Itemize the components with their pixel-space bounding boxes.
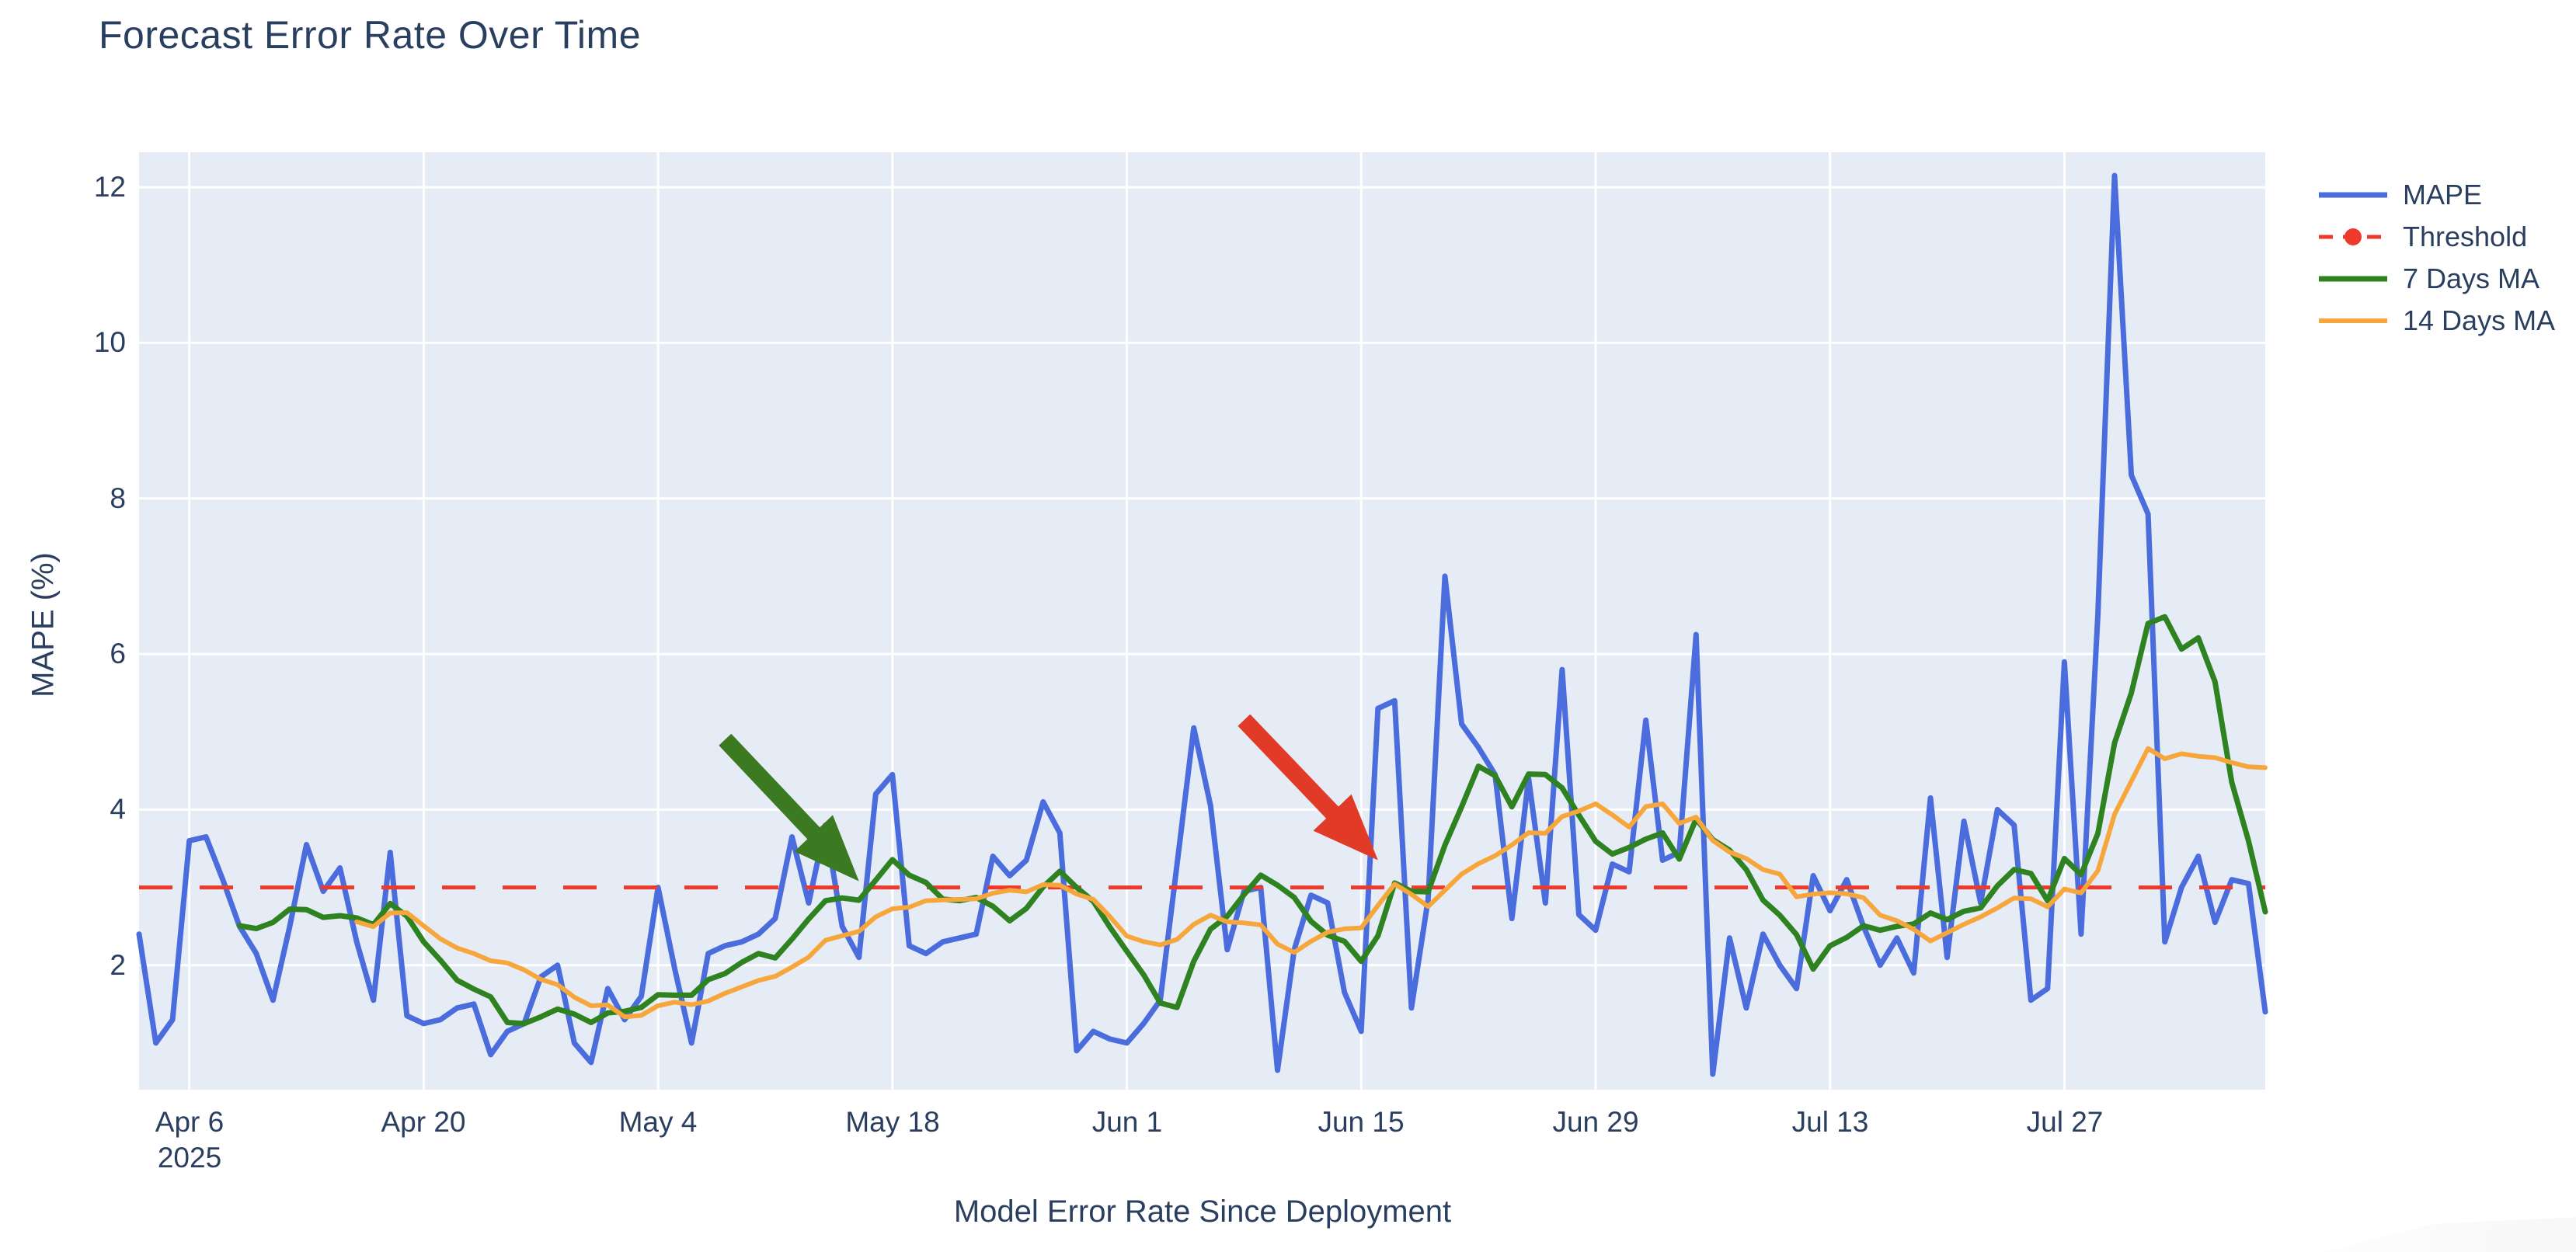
legend-swatch-threshold-dashed-line: [2319, 225, 2387, 249]
x-tick-label: Jun 15: [1260, 1104, 1462, 1140]
legend-label: 7 Days MA: [2403, 263, 2539, 295]
x-tick-label: Jul 27: [1964, 1104, 2166, 1140]
legend-label: MAPE: [2403, 179, 2482, 211]
x-tick-label: Jun 29: [1495, 1104, 1697, 1140]
y-axis-title: MAPE (%): [26, 330, 61, 920]
y-tick-label: 4: [0, 793, 126, 826]
legend-swatch-mape-line: [2319, 183, 2387, 207]
page: { "title": "Forecast Error Rate Over Tim…: [0, 0, 2576, 1252]
y-tick-label: 6: [0, 638, 126, 670]
x-axis-title: Model Error Rate Since Deployment: [892, 1195, 1513, 1229]
legend-item-14-days-ma[interactable]: 14 Days MA: [2319, 300, 2555, 342]
x-tick-label: May 4: [557, 1104, 759, 1140]
legend-label: Threshold: [2403, 221, 2527, 253]
x-tick-year: 2025: [89, 1140, 291, 1176]
x-tick-label: Jun 1: [1026, 1104, 1228, 1140]
chart-canvas[interactable]: [0, 0, 2576, 1252]
y-tick-label: 2: [0, 949, 126, 982]
x-tick-label: Apr 20: [322, 1104, 524, 1140]
legend-item-7-days-ma[interactable]: 7 Days MA: [2319, 258, 2555, 300]
x-tick-label: Apr 6 2025: [89, 1104, 291, 1177]
legend-swatch-ma7-line: [2319, 267, 2387, 290]
y-tick-label: 8: [0, 482, 126, 515]
y-tick-label: 12: [0, 171, 126, 203]
legend-item-threshold[interactable]: Threshold: [2319, 216, 2555, 258]
legend-label: 14 Days MA: [2403, 304, 2555, 337]
legend-item-mape[interactable]: MAPE: [2319, 174, 2555, 216]
legend-swatch-ma14-line: [2319, 309, 2387, 332]
x-tick-label: May 18: [792, 1104, 994, 1140]
y-tick-label: 10: [0, 326, 126, 359]
x-tick-label: Jul 13: [1729, 1104, 1931, 1140]
legend: MAPE Threshold 7 Days MA 14 Days MA: [2319, 174, 2555, 342]
